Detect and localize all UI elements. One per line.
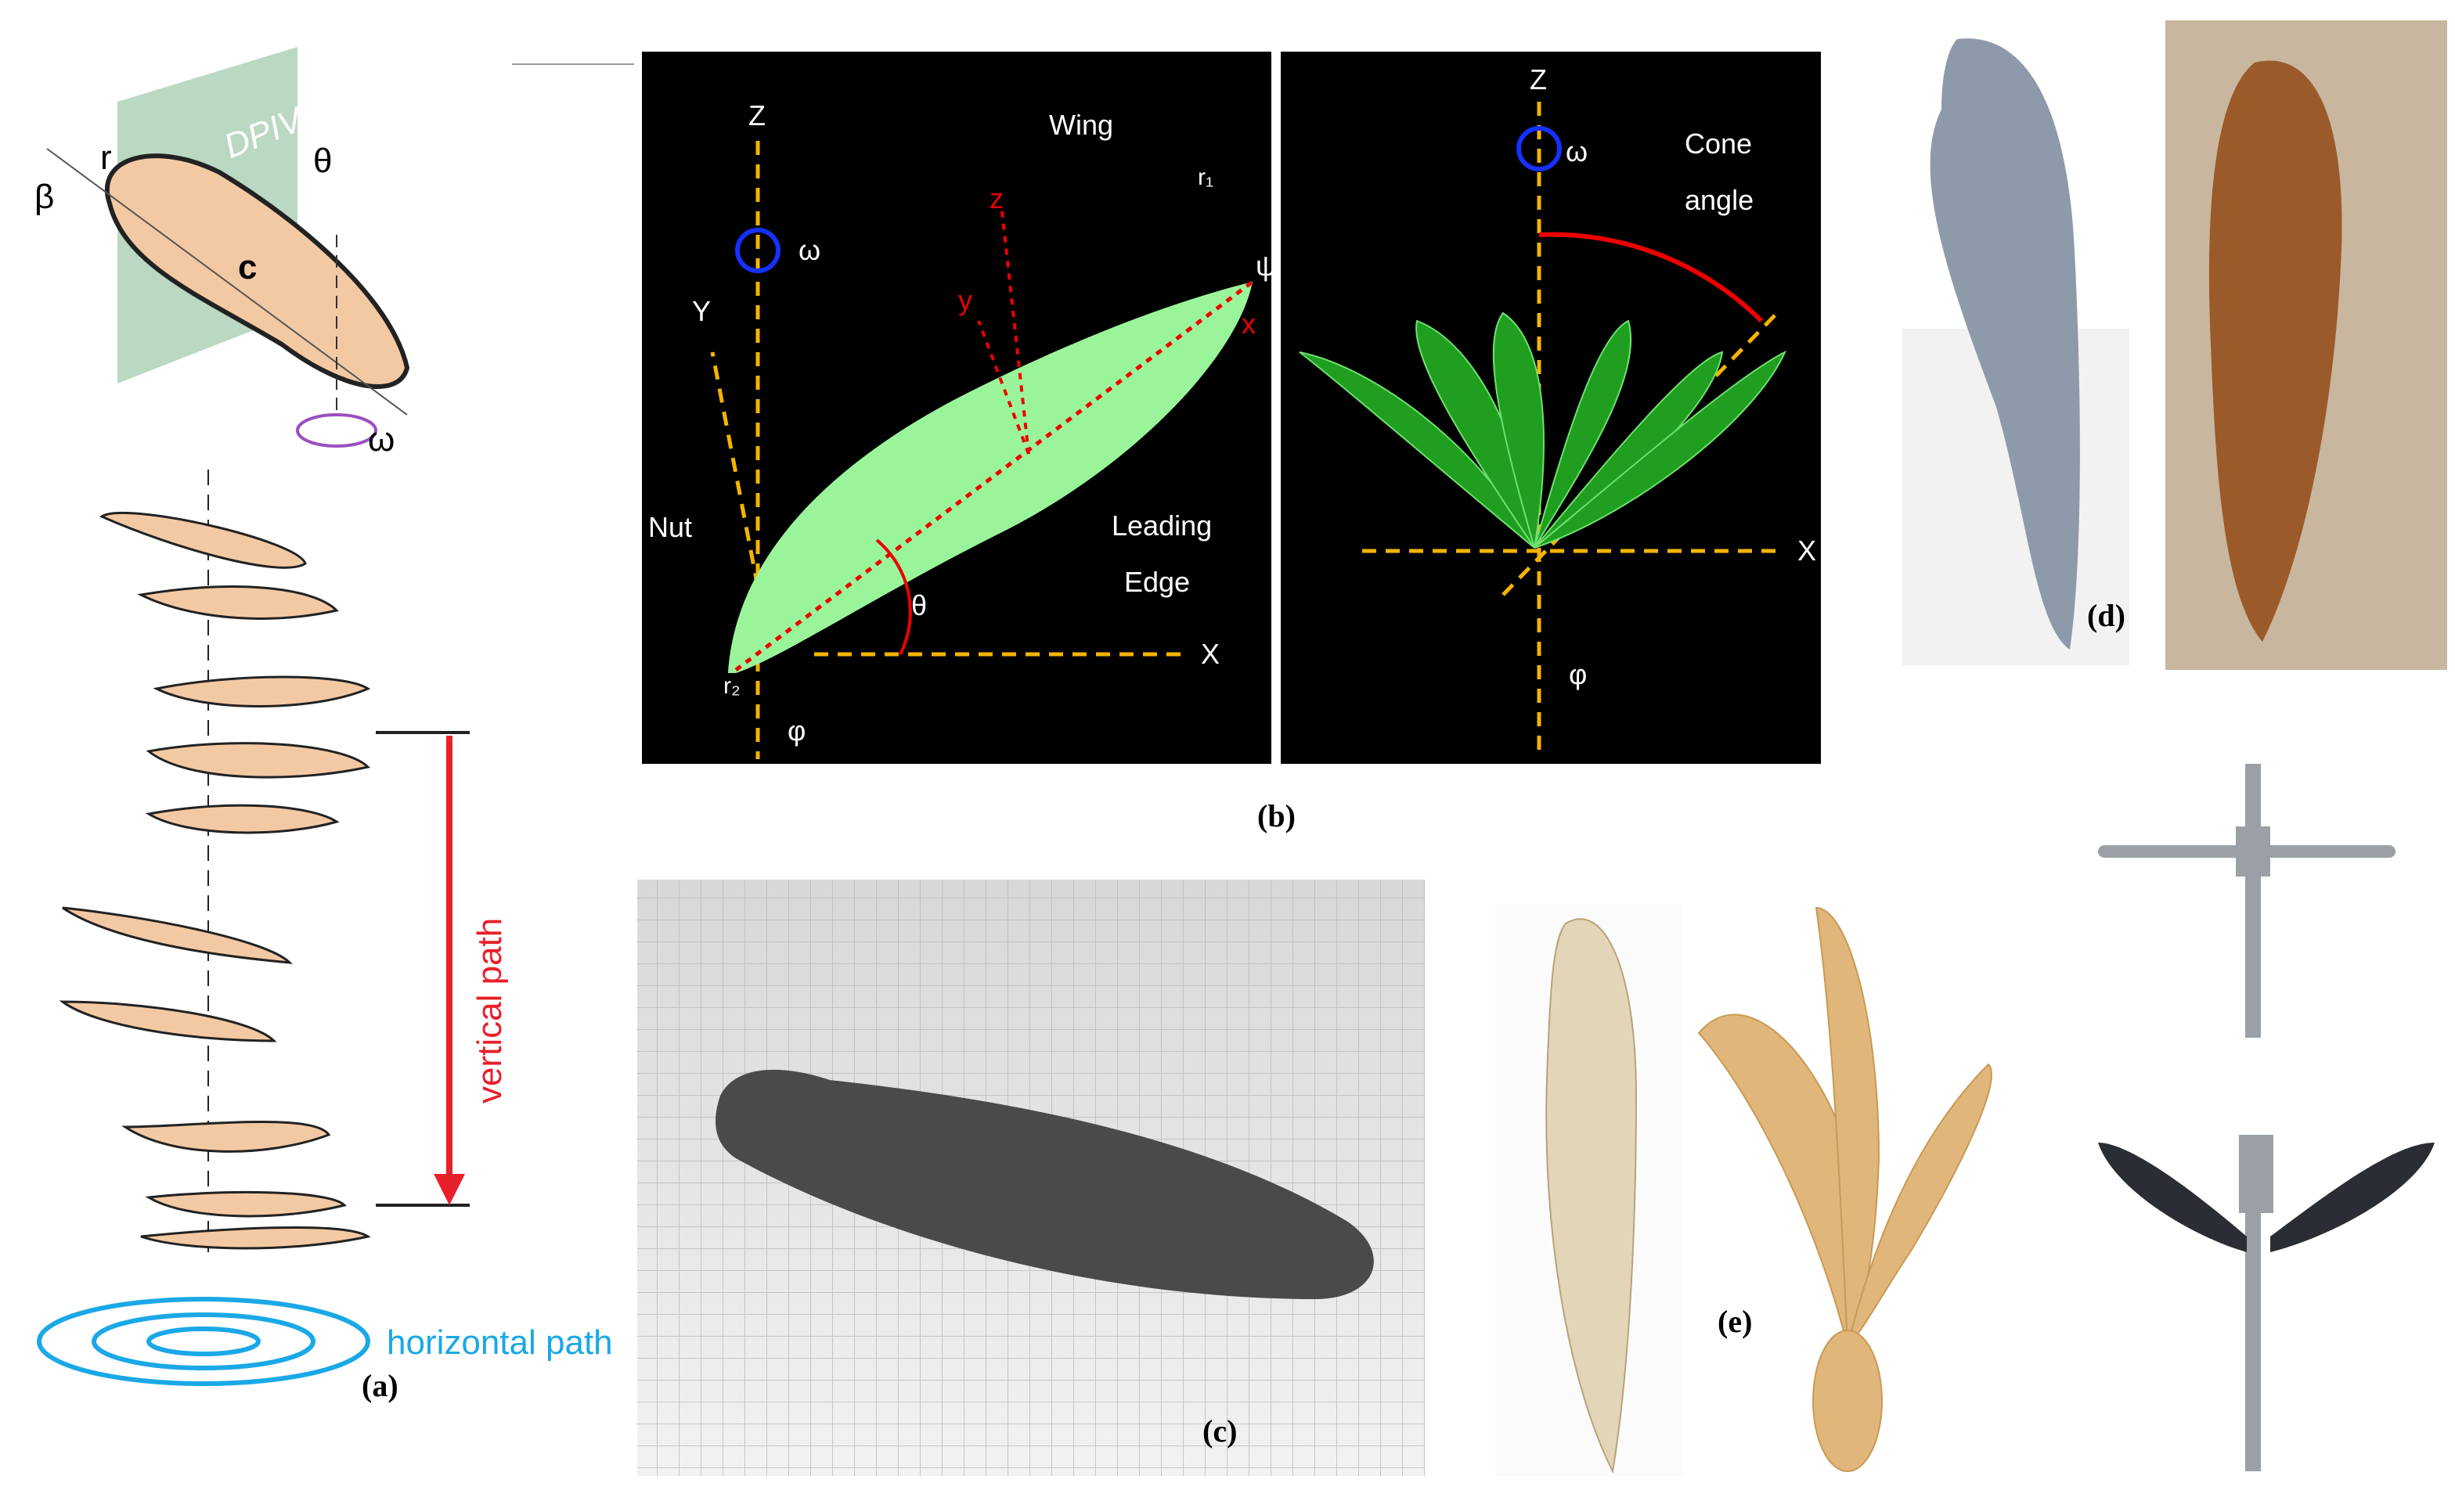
label-z-axis: Z <box>1530 63 1547 95</box>
panel-label: (c) <box>1202 1413 1237 1449</box>
panel-b: Z ω Wing r₁ ψ z y x Y Nut Leading Edge θ… <box>512 52 1821 833</box>
panel-d: (d) <box>1902 20 2447 670</box>
label-psi: ψ <box>1256 250 1276 282</box>
panel-label: (a) <box>362 1368 398 1403</box>
panel-label: (e) <box>1718 1304 1752 1339</box>
label-rotation: ω <box>799 234 820 266</box>
label-wing: Wing <box>1049 109 1113 141</box>
label-local-y: y <box>958 284 972 316</box>
label-z-axis: Z <box>748 99 766 131</box>
label-phi: φ <box>1569 658 1587 690</box>
label-x-axis: X <box>1201 638 1220 670</box>
label-leading-edge: Edge <box>1124 566 1190 598</box>
label-phi: φ <box>788 715 806 747</box>
label-angle: θ <box>313 142 332 180</box>
label-cone-angle: angle <box>1685 184 1754 216</box>
label-cone-angle: Cone <box>1685 128 1752 160</box>
label-leading-edge: Leading <box>1112 509 1212 542</box>
label-vertical-path: vertical path <box>470 918 509 1103</box>
label-tip: r₁ <box>1198 164 1213 190</box>
label-chord: c <box>238 248 257 286</box>
label-pitch: β <box>34 178 54 216</box>
label-local-z: z <box>990 182 1004 214</box>
label-y-axis: Y <box>692 295 711 327</box>
label-root: r₂ <box>723 673 741 699</box>
panel-label: (b) <box>1257 798 1296 833</box>
label-angle: θ <box>911 589 927 621</box>
panel-e: (e) <box>1495 764 2435 1476</box>
label-x-axis: X <box>1797 535 1816 567</box>
label-horizontal-path: horizontal path <box>387 1323 613 1362</box>
panel-a: β r DPIV θ c ω vertical path horizontal … <box>34 47 613 1403</box>
label-local-x: x <box>1242 308 1256 340</box>
label-radius: r <box>100 139 112 177</box>
label-nut: Nut <box>648 511 692 543</box>
label-rotation: ω <box>368 420 395 459</box>
label-rotation: ω <box>1566 135 1588 167</box>
panel-label: (d) <box>2087 598 2125 633</box>
panel-c: (c) <box>637 880 1425 1476</box>
